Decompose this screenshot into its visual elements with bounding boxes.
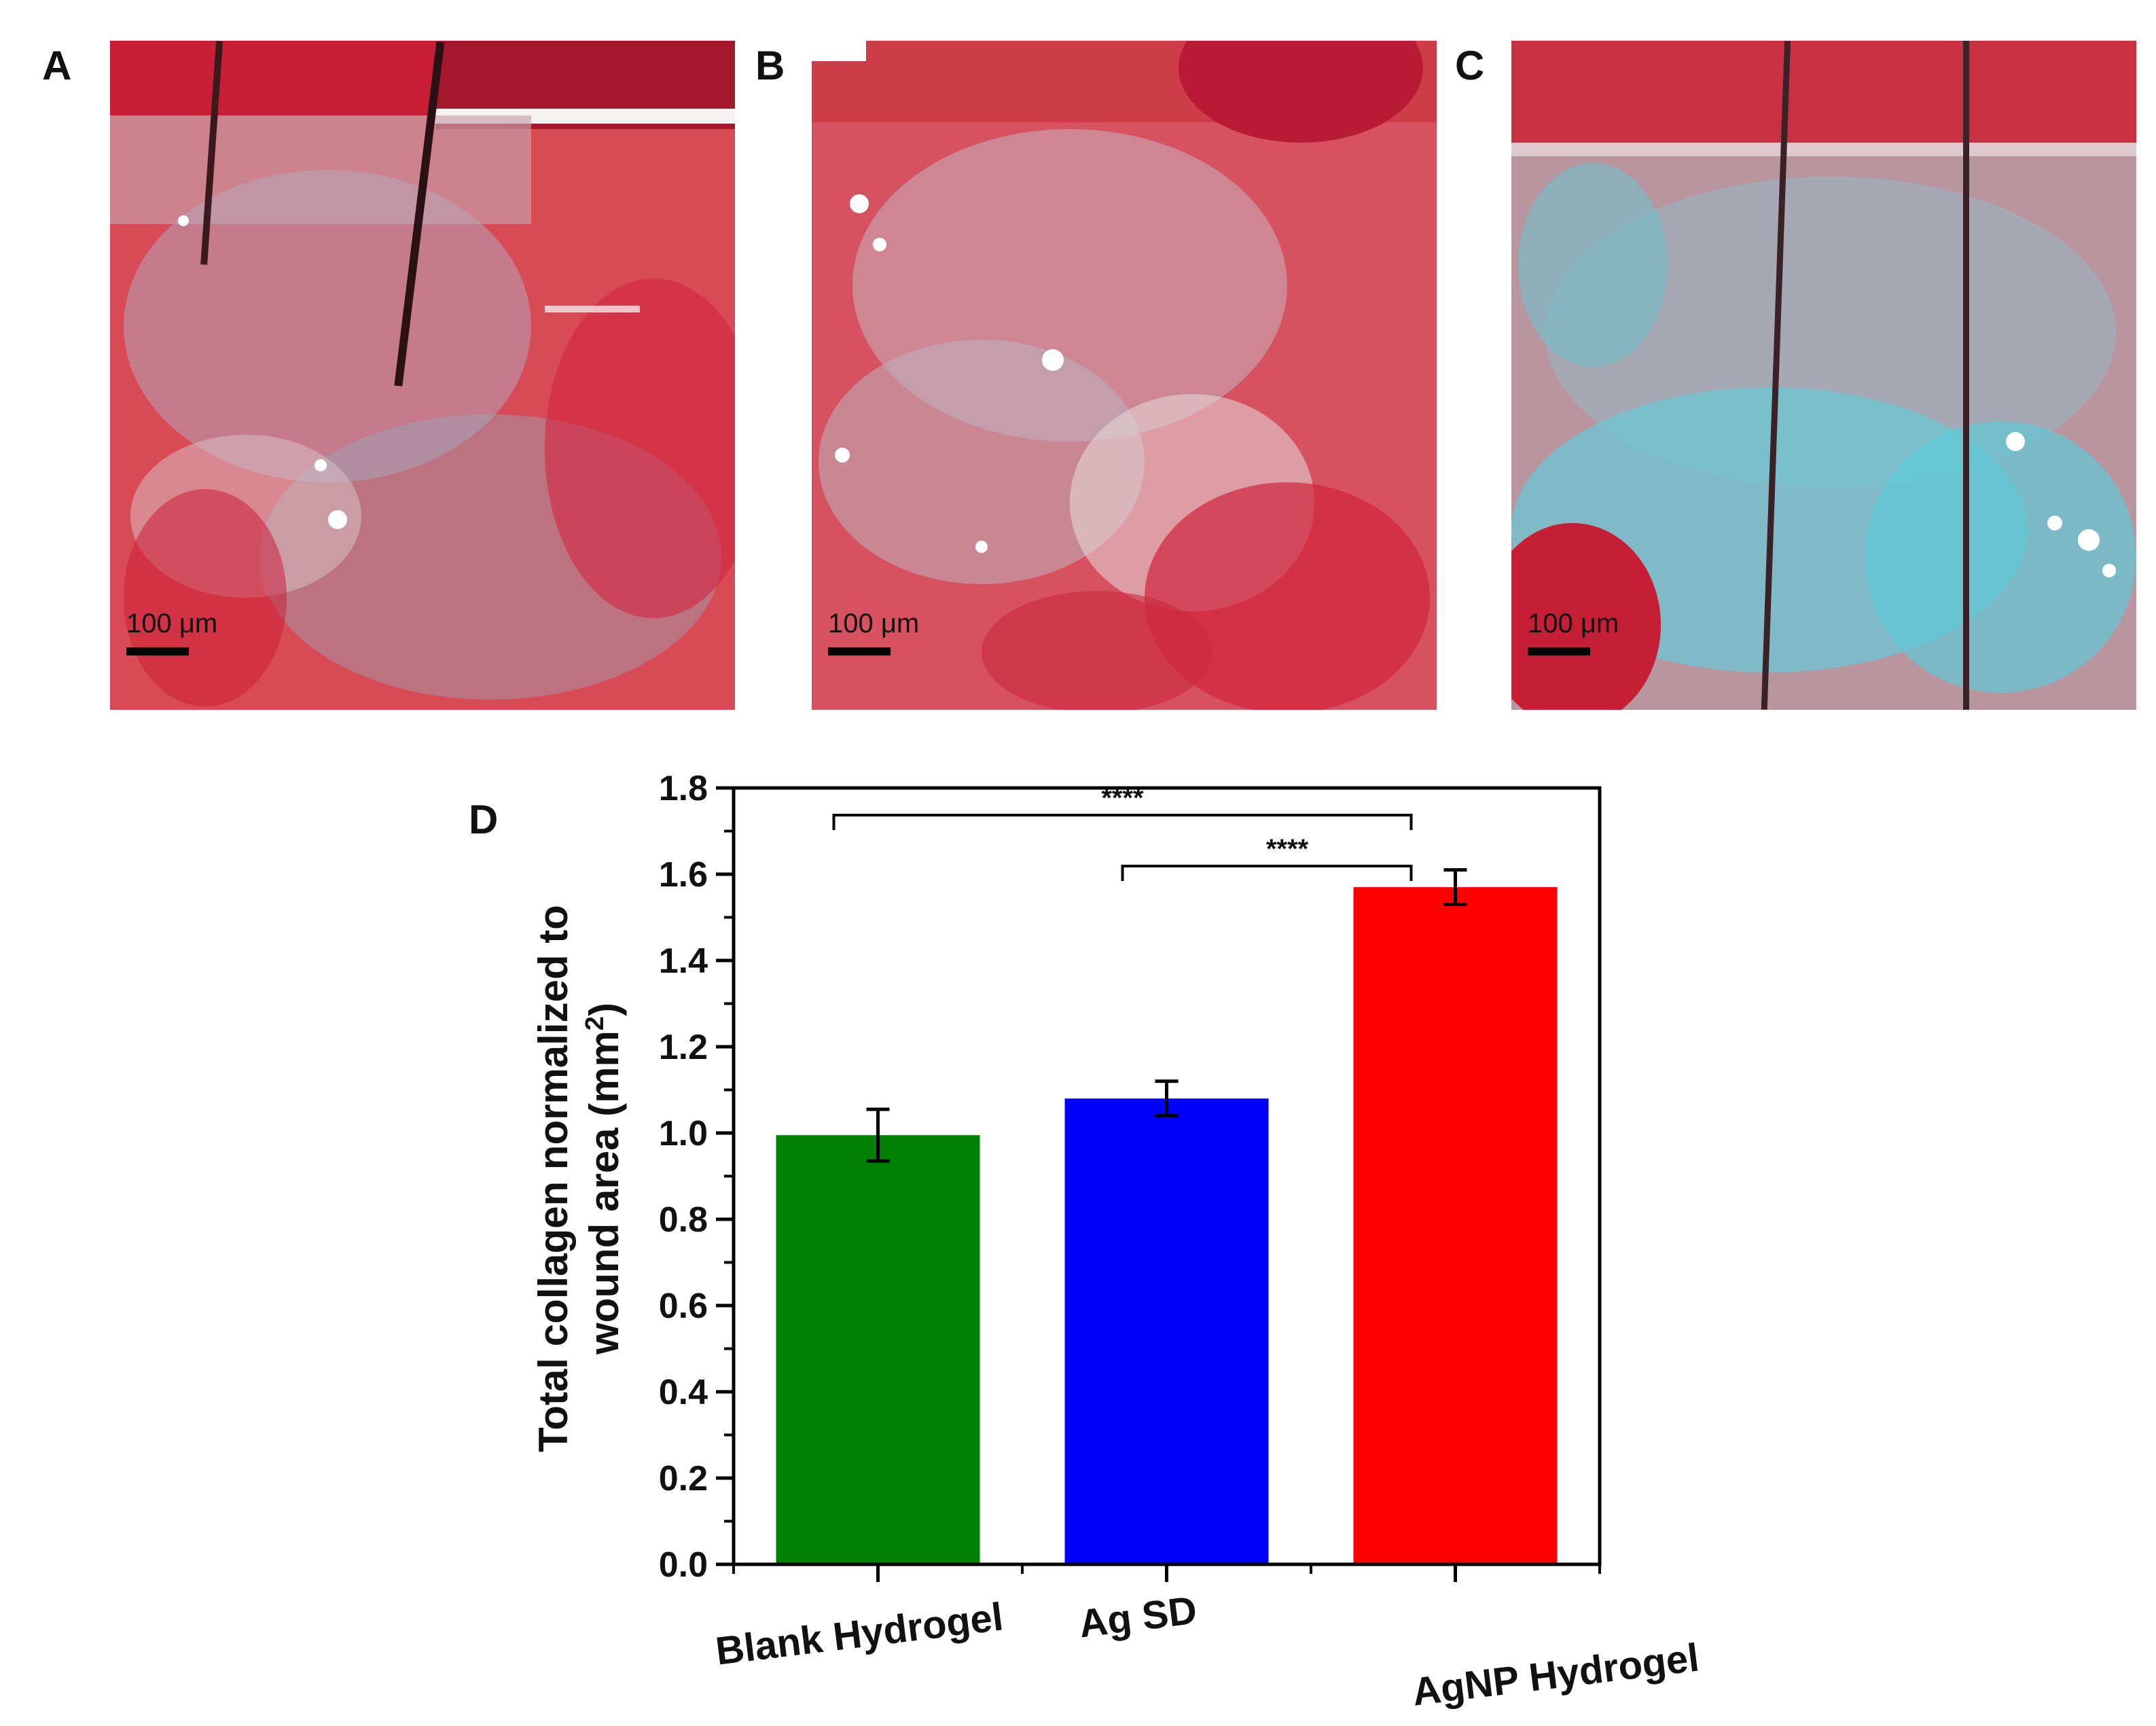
bar-0 — [776, 1135, 980, 1564]
y-tick-label-2: 0.4 — [659, 1373, 708, 1412]
scale-bar-label: 100 μm — [828, 609, 920, 639]
bar-2 — [1353, 887, 1558, 1564]
y-tick-label-7: 1.4 — [659, 941, 708, 981]
scale-bar-label: 100 μm — [126, 609, 218, 639]
x-category-label-2: AgNP Hydrogel — [1410, 1636, 1702, 1714]
panel-label-c: C — [1455, 43, 1485, 88]
y-tick-label-1: 0.2 — [659, 1459, 708, 1498]
y-tick-label-4: 0.8 — [659, 1200, 708, 1240]
y-tick-label-5: 1.0 — [659, 1114, 708, 1153]
y-axis-label-close: ) — [581, 1003, 627, 1016]
x-category-label-0: Blank Hydrogel — [713, 1594, 1005, 1673]
scale-bar-line — [1528, 647, 1590, 655]
scale-bar-line — [126, 647, 189, 655]
micrograph-a: 100 μm — [110, 41, 735, 710]
scale-bar-line — [828, 647, 891, 655]
micrograph-b: 100 μm — [812, 41, 1437, 710]
x-category-label-1: Ag SD — [1077, 1588, 1200, 1647]
micrograph-c: 100 μm — [1511, 41, 2136, 710]
y-axis-label-unit: wound area (mm — [581, 1030, 627, 1355]
y-tick-label-9: 1.8 — [659, 769, 708, 808]
scale-bar-a: 100 μm — [126, 609, 217, 655]
bar-1 — [1064, 1098, 1269, 1564]
y-axis-label-line1: Total collagen normalized to — [531, 905, 576, 1452]
significance-label-1: **** — [1266, 834, 1309, 864]
y-tick-label-3: 0.6 — [659, 1287, 708, 1326]
panel-label-d: D — [469, 797, 499, 842]
y-tick-label-6: 1.2 — [659, 1028, 708, 1067]
significance-bracket-0 — [832, 814, 1413, 830]
panel-label-a: A — [42, 43, 72, 88]
y-tick-label-8: 1.6 — [659, 855, 708, 895]
y-axis-label-superscript: 2 — [581, 1016, 609, 1030]
significance-bracket-1 — [1121, 865, 1413, 881]
panel-label-b: B — [755, 43, 785, 88]
scale-bar-c: 100 μm — [1528, 609, 1619, 655]
significance-label-0: **** — [1101, 783, 1144, 813]
scale-bar-b: 100 μm — [828, 609, 919, 655]
y-tick-label-0: 0.0 — [659, 1545, 708, 1585]
scale-bar-label: 100 μm — [1528, 609, 1619, 639]
y-axis-label-line2: wound area (mm2) — [581, 1003, 627, 1355]
